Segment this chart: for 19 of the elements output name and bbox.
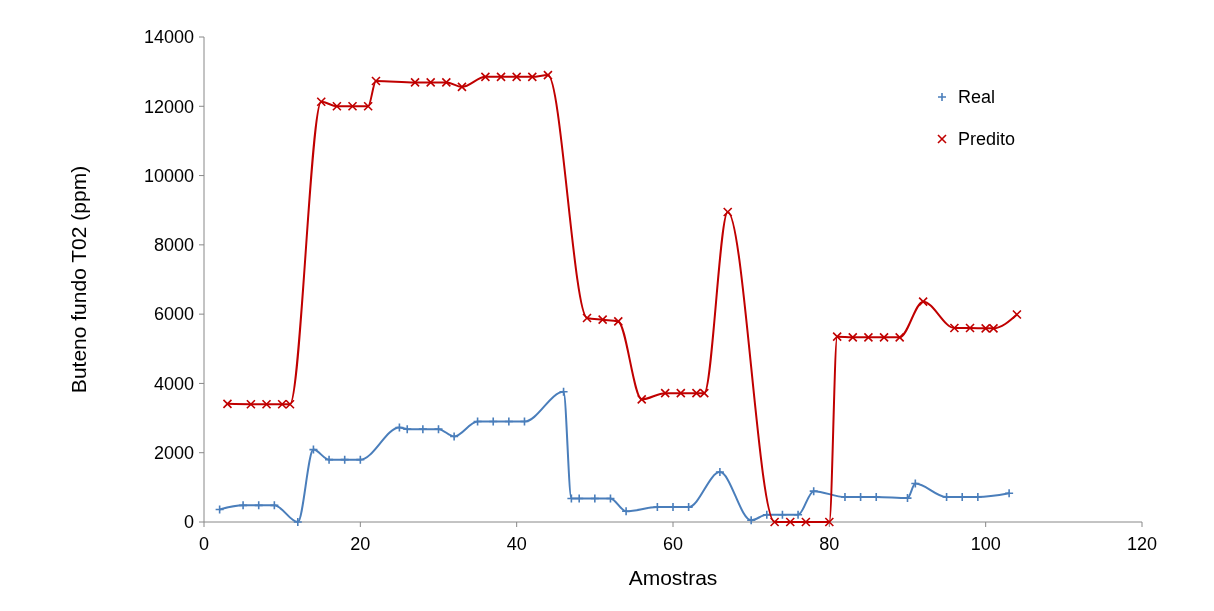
x-tick-label: 60 [662,534,684,554]
x-tick-label: 40 [506,534,527,554]
y-tick-label: 6000 [153,304,194,325]
x-axis-title: Amostras [628,566,718,589]
y-tick-label: 4000 [153,373,194,394]
x-tick-label: 80 [819,534,840,554]
y-tick-label: 12000 [143,96,194,117]
legend-label: Real [958,87,996,108]
y-tick-label: 8000 [153,235,194,256]
y-axis-title: Buteno fundo T02 (ppm) [67,165,90,394]
y-tick-label: 10000 [143,165,194,186]
x-tick-label: 120 [1126,534,1158,554]
x-tick-label: 100 [970,534,1001,554]
y-tick-label: 2000 [153,443,194,464]
x-tick-label: 0 [198,534,210,554]
y-tick-label: 0 [183,512,194,533]
legend-label: Predito [958,129,1016,150]
x-tick-label: 20 [350,534,371,554]
y-tick-label: 14000 [143,27,194,48]
